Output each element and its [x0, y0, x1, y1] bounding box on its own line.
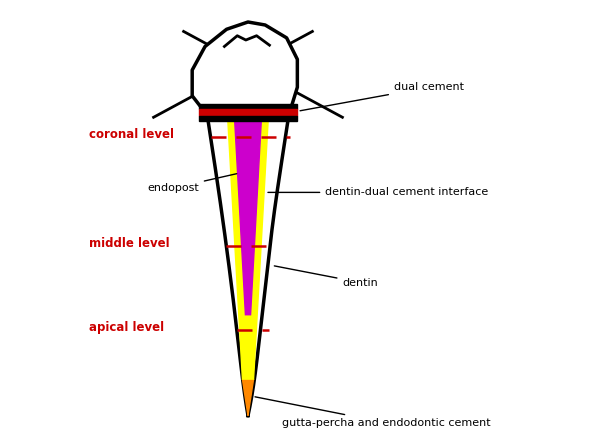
- Polygon shape: [192, 22, 297, 115]
- Text: gutta-percha and endodontic cement: gutta-percha and endodontic cement: [255, 397, 491, 428]
- Polygon shape: [228, 113, 268, 379]
- Text: endopost: endopost: [147, 174, 237, 193]
- Polygon shape: [234, 113, 262, 315]
- Polygon shape: [199, 116, 297, 121]
- Text: dentin: dentin: [274, 266, 378, 288]
- Text: dentin-dual cement interface: dentin-dual cement interface: [268, 187, 489, 197]
- Polygon shape: [207, 115, 289, 416]
- Text: middle level: middle level: [89, 238, 170, 251]
- Text: dual cement: dual cement: [300, 82, 464, 111]
- Polygon shape: [199, 109, 297, 116]
- Polygon shape: [199, 104, 297, 109]
- Text: apical level: apical level: [89, 321, 164, 334]
- Polygon shape: [243, 379, 253, 416]
- Text: coronal level: coronal level: [89, 128, 174, 141]
